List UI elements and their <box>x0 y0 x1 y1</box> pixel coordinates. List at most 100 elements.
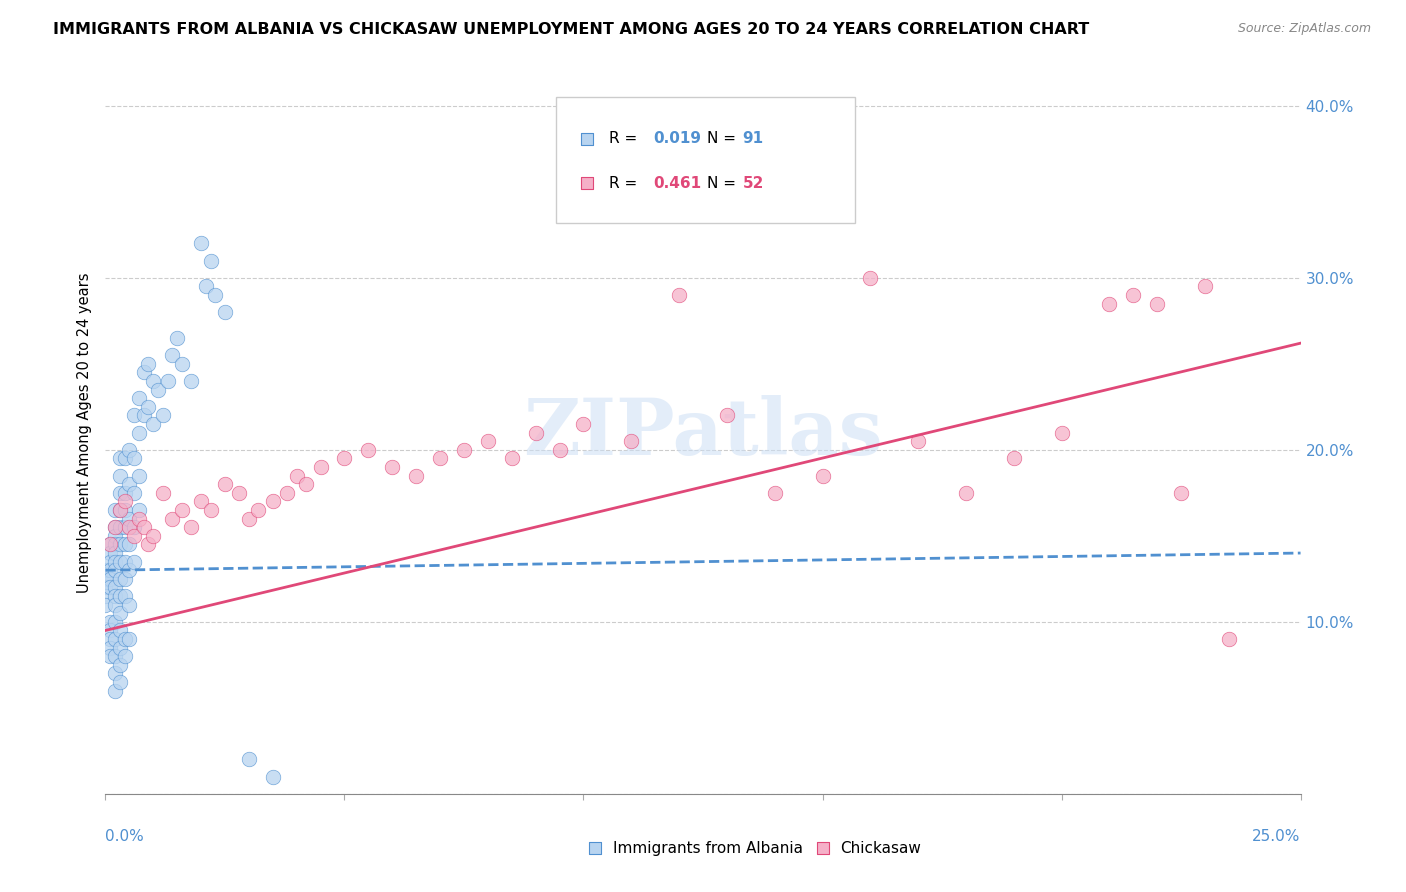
Point <box>94 572 117 586</box>
Point <box>104 683 127 698</box>
Point <box>108 640 131 655</box>
Point <box>763 485 786 500</box>
Point <box>811 468 834 483</box>
Point <box>262 494 284 508</box>
Point <box>108 589 131 603</box>
Point <box>122 529 145 543</box>
Point <box>98 615 121 629</box>
Point <box>122 451 145 466</box>
Point <box>104 537 127 551</box>
Point <box>118 442 141 457</box>
Point <box>104 520 127 534</box>
Point <box>108 675 131 690</box>
Text: R =: R = <box>609 176 641 191</box>
Point <box>98 581 121 595</box>
Point <box>104 529 127 543</box>
Point <box>114 520 136 534</box>
Point <box>104 555 127 569</box>
Point <box>146 383 169 397</box>
Text: Source: ZipAtlas.com: Source: ZipAtlas.com <box>1237 22 1371 36</box>
Point <box>108 520 131 534</box>
Point <box>104 589 127 603</box>
Point <box>295 477 318 491</box>
Point <box>228 485 250 500</box>
Point <box>114 555 136 569</box>
Point <box>955 485 977 500</box>
Point <box>114 503 136 517</box>
Point <box>114 572 136 586</box>
Point <box>98 572 121 586</box>
Point <box>104 563 127 577</box>
Point <box>132 520 155 534</box>
Point <box>333 451 356 466</box>
Point <box>108 485 131 500</box>
Point <box>194 279 217 293</box>
Point <box>98 624 121 638</box>
Point <box>170 503 193 517</box>
Text: N =: N = <box>707 176 741 191</box>
Point <box>94 589 117 603</box>
Point <box>98 632 121 646</box>
Text: 52: 52 <box>742 176 763 191</box>
Text: N =: N = <box>707 131 741 146</box>
Point <box>907 434 929 449</box>
Point <box>180 520 202 534</box>
Point <box>118 563 141 577</box>
Point <box>118 598 141 612</box>
Point <box>138 400 160 414</box>
Point <box>122 409 145 423</box>
Point <box>548 442 571 457</box>
Point <box>1218 632 1240 646</box>
Text: Immigrants from Albania: Immigrants from Albania <box>613 840 803 855</box>
Point <box>98 649 121 664</box>
Text: Chickasaw: Chickasaw <box>841 840 921 855</box>
Point <box>142 529 165 543</box>
Point <box>118 537 141 551</box>
Point <box>104 649 127 664</box>
Point <box>1170 485 1192 500</box>
Point <box>190 494 212 508</box>
Point <box>128 511 150 525</box>
Point <box>108 624 131 638</box>
Point <box>357 442 380 457</box>
Point <box>122 520 145 534</box>
Point <box>114 537 136 551</box>
Point <box>204 288 226 302</box>
Point <box>247 503 270 517</box>
Point <box>122 555 145 569</box>
Point <box>128 425 150 440</box>
Point <box>94 598 117 612</box>
Point <box>104 546 127 560</box>
Point <box>108 555 131 569</box>
Point <box>114 649 136 664</box>
Point <box>859 270 882 285</box>
Point <box>238 752 260 766</box>
Point <box>104 615 127 629</box>
Point <box>200 253 222 268</box>
Point <box>477 434 499 449</box>
Point <box>262 770 284 784</box>
Point <box>285 468 308 483</box>
Point <box>98 537 121 551</box>
Point <box>114 632 136 646</box>
Text: 0.019: 0.019 <box>652 131 700 146</box>
Point <box>108 607 131 621</box>
Text: ZIPatlas: ZIPatlas <box>523 394 883 471</box>
Point <box>180 374 202 388</box>
Point <box>152 409 174 423</box>
Point <box>501 451 523 466</box>
Point <box>98 563 121 577</box>
Point <box>214 477 236 491</box>
Text: 0.461: 0.461 <box>652 176 702 191</box>
Point <box>620 434 643 449</box>
Point <box>200 503 222 517</box>
Point <box>108 572 131 586</box>
Text: 0.0%: 0.0% <box>105 829 145 844</box>
Y-axis label: Unemployment Among Ages 20 to 24 years: Unemployment Among Ages 20 to 24 years <box>76 272 91 593</box>
Point <box>1194 279 1216 293</box>
Point <box>1050 425 1073 440</box>
Point <box>1146 296 1168 310</box>
Point <box>162 348 184 362</box>
Point <box>128 468 150 483</box>
Point <box>668 288 690 302</box>
